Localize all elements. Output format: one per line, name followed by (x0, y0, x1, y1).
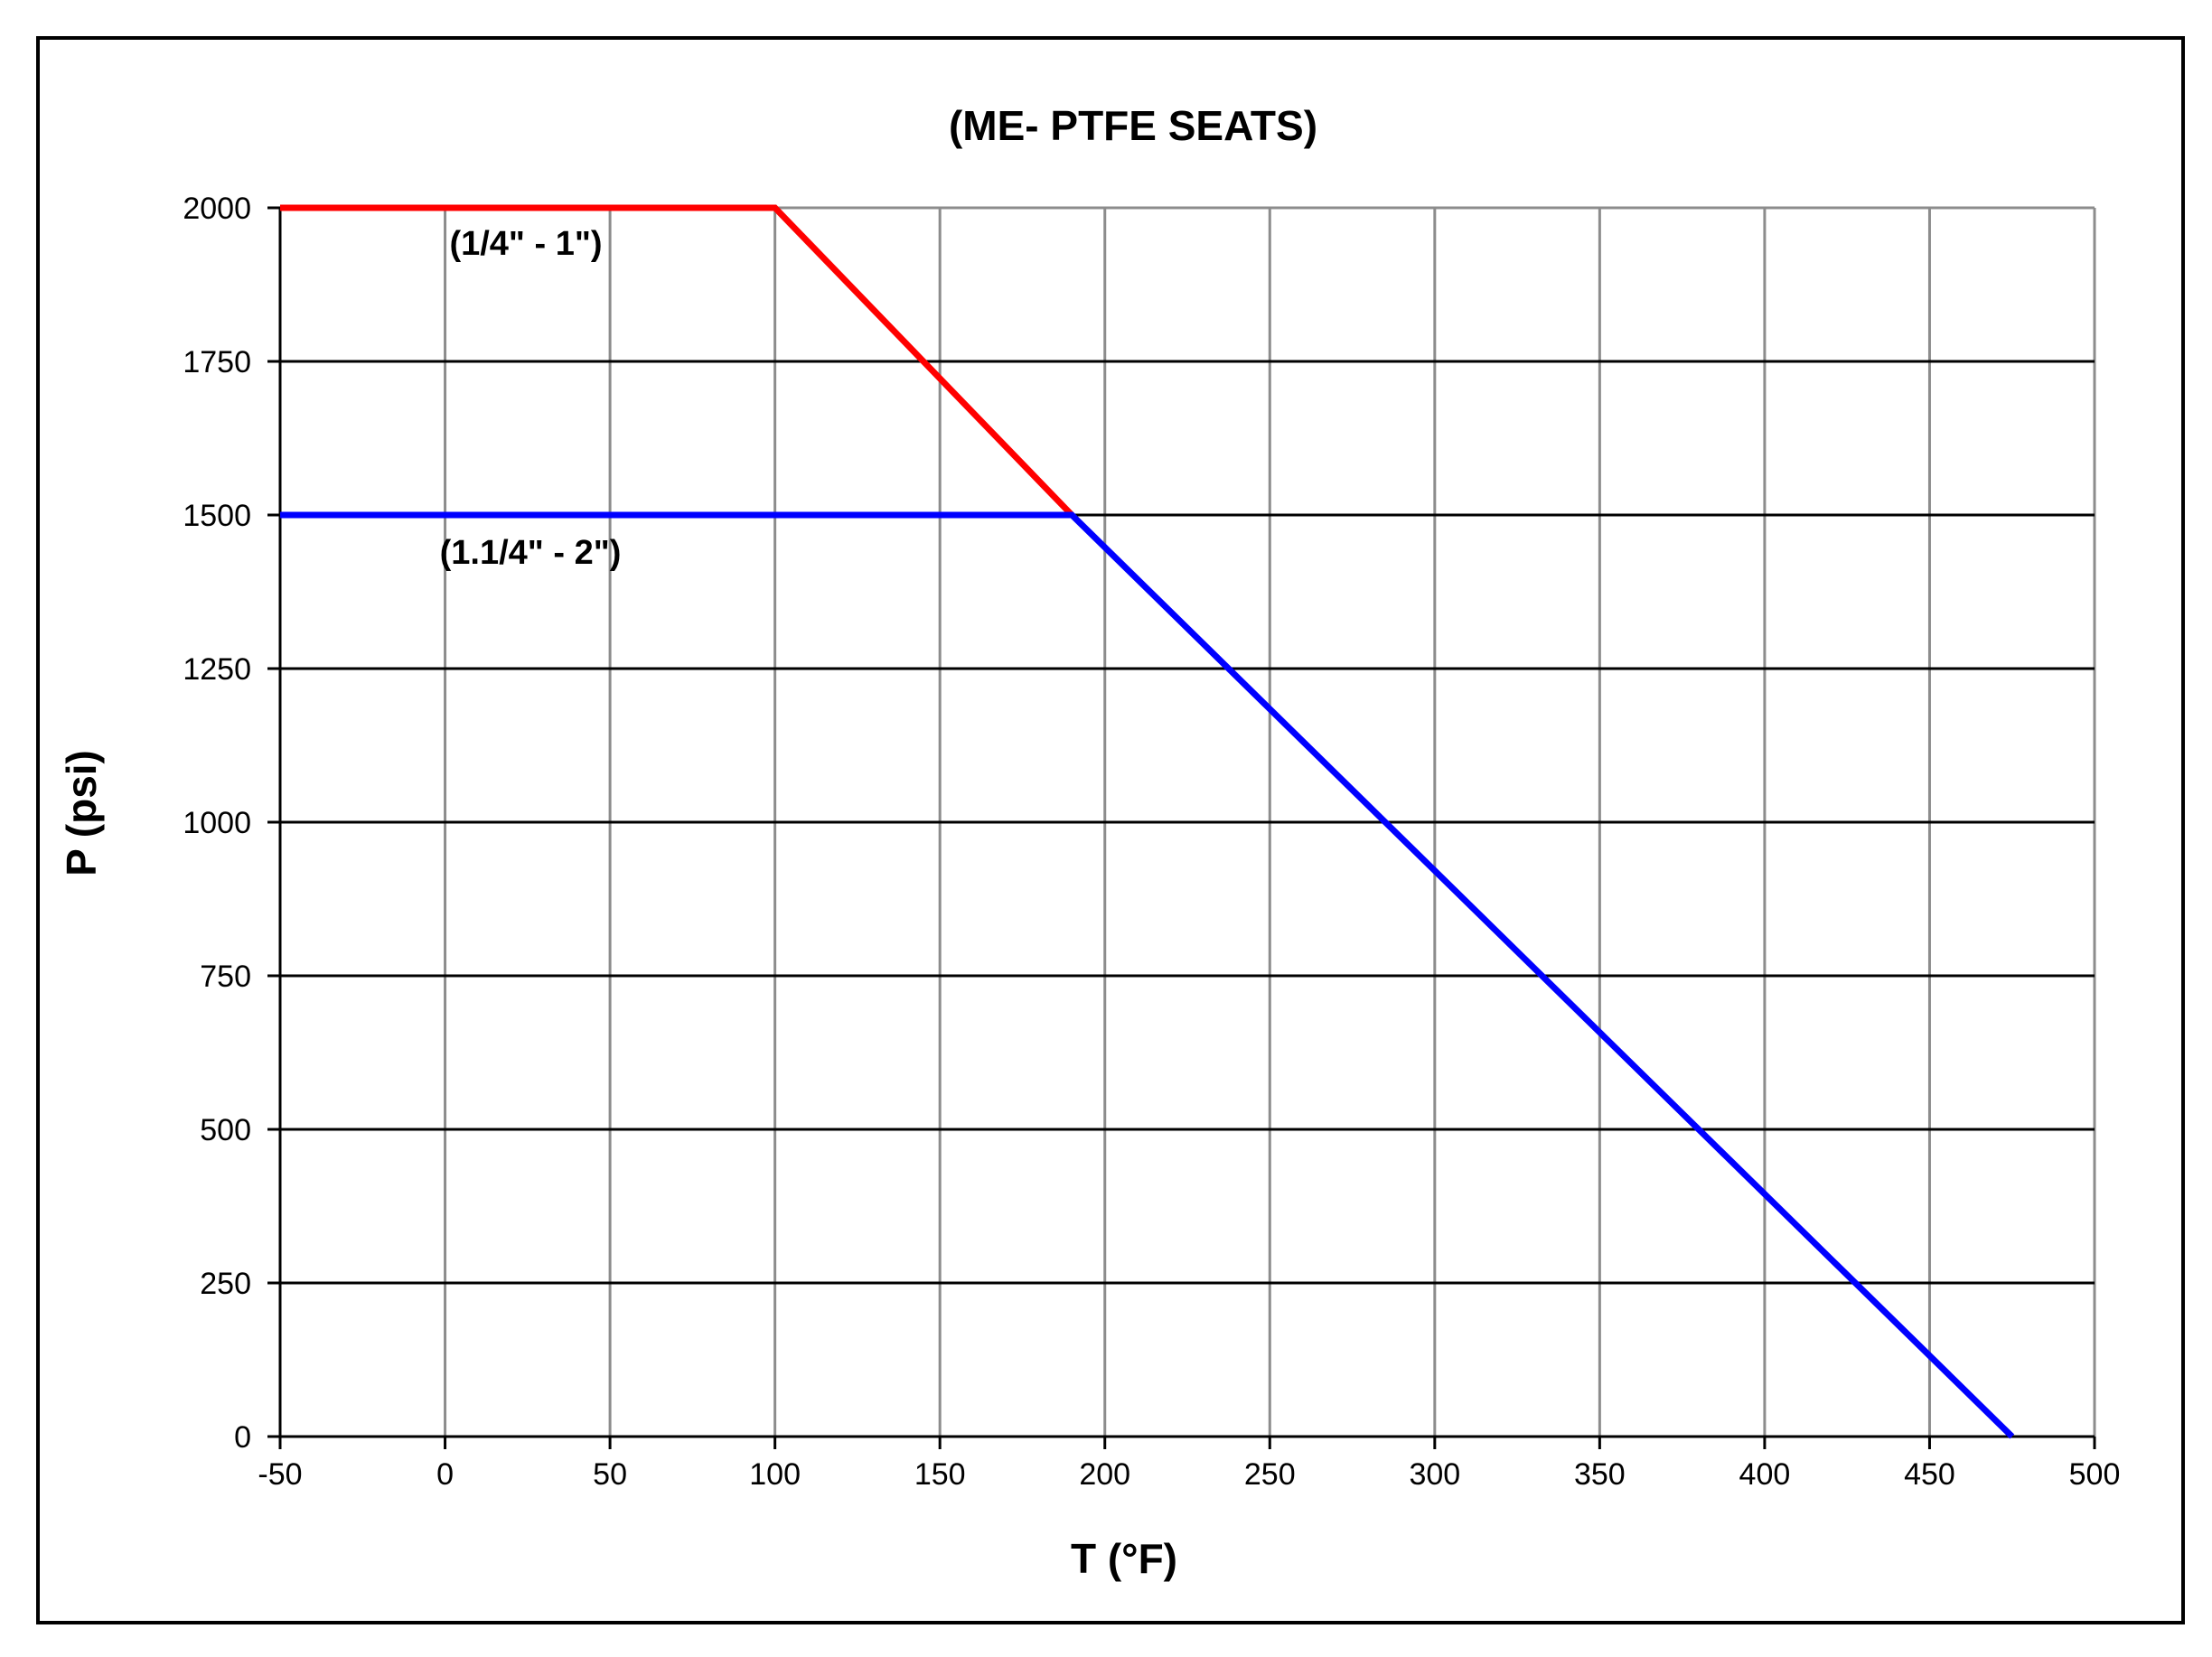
grid (280, 206, 2096, 1437)
y-tick-label: 500 (200, 1113, 251, 1147)
y-tick-label: 1750 (183, 345, 251, 379)
series-label-small-sizes: (1/4" - 1") (449, 225, 602, 263)
x-tick-label: 500 (2069, 1457, 2121, 1492)
x-tick-label: 100 (749, 1457, 801, 1492)
tick-labels: -50 0 50 100 150 200 250 300 350 400 450 5000250500… (183, 192, 2120, 1492)
y-axis-title: P (psi) (58, 750, 105, 876)
y-tick-label: 750 (200, 960, 251, 994)
x-tick-label: 450 (1904, 1457, 1955, 1492)
x-tick-label: 350 (1574, 1457, 1626, 1492)
x-tick-label: 400 (1739, 1457, 1791, 1492)
y-tick-label: 2000 (183, 192, 251, 226)
chart-border (36, 36, 2185, 1624)
y-tick-label: 1250 (183, 652, 251, 687)
series-lines (280, 204, 2015, 1439)
series-line-0 (280, 204, 1074, 518)
series-label-large-sizes: (1.1/4" - 2") (440, 534, 622, 572)
axes (267, 206, 2096, 1449)
x-tick-label: -50 (258, 1457, 302, 1492)
x-tick-label: 250 (1244, 1457, 1296, 1492)
chart-title: (ME- PTFE SEATS) (949, 102, 1317, 149)
y-tick-label: 1500 (183, 499, 251, 533)
y-tick-label: 0 (234, 1420, 251, 1455)
x-tick-label: 150 (914, 1457, 966, 1492)
x-tick-label: 200 (1079, 1457, 1130, 1492)
series-line-1 (280, 511, 2015, 1439)
y-tick-label: 250 (200, 1267, 251, 1301)
x-tick-label: 0 (436, 1457, 454, 1492)
y-tick-label: 1000 (183, 806, 251, 840)
x-axis-title: T (°F) (1071, 1535, 1177, 1582)
x-tick-label: 50 (593, 1457, 627, 1492)
x-tick-label: 300 (1409, 1457, 1460, 1492)
